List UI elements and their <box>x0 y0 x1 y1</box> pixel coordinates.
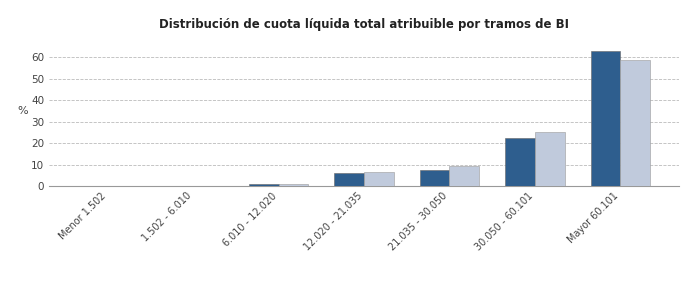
Bar <box>364 172 394 186</box>
Bar <box>535 132 565 186</box>
Bar <box>591 51 620 186</box>
Bar <box>334 173 364 186</box>
Bar <box>419 169 449 186</box>
Title: Distribución de cuota líquida total atribuible por tramos de BI: Distribución de cuota líquida total atri… <box>159 18 569 31</box>
Bar <box>505 138 535 186</box>
Bar <box>449 166 480 186</box>
Y-axis label: %: % <box>18 106 28 116</box>
Bar <box>248 184 279 186</box>
Bar <box>620 60 650 186</box>
Bar <box>279 184 309 186</box>
